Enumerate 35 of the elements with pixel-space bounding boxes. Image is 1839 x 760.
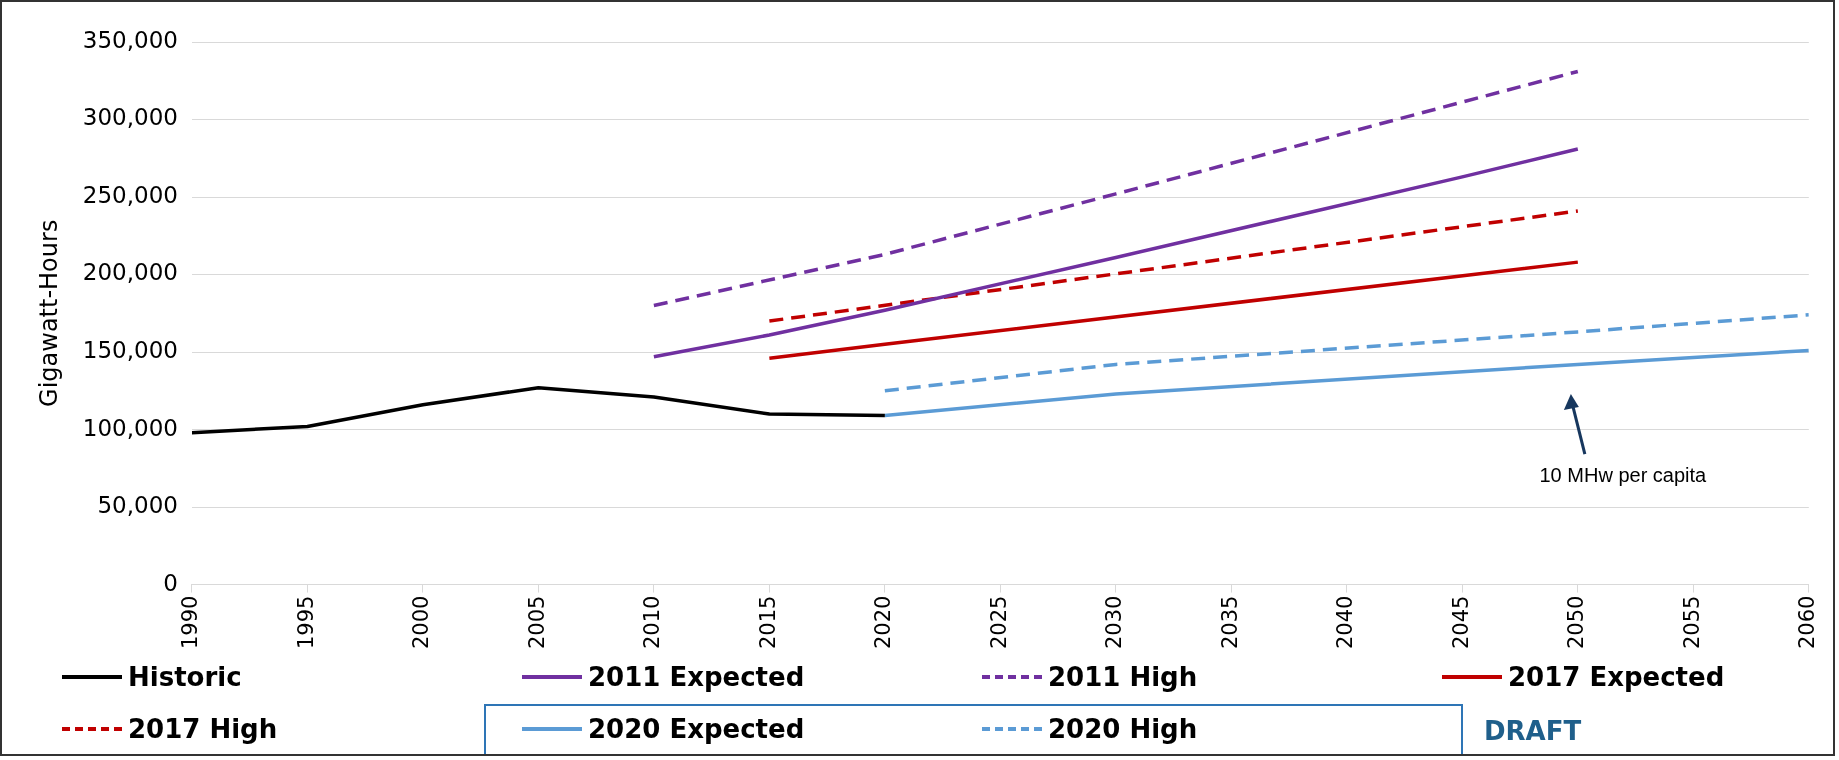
- legend-label: 2020 Expected: [588, 714, 805, 744]
- x-tick-label: 1995: [293, 595, 318, 650]
- x-tick-label: 2005: [524, 595, 549, 650]
- x-tick-label: 2035: [1217, 595, 1242, 650]
- x-tick-label: 2015: [755, 595, 780, 650]
- annotation: 10 MHw per capita: [1539, 463, 1708, 486]
- y-tick-label: 350,000: [82, 26, 178, 53]
- line-series: [652, 69, 1580, 308]
- legend-label: 2011 High: [1048, 662, 1198, 692]
- y-tick-label: 50,000: [97, 492, 178, 519]
- legend-label: 2017 Expected: [1508, 662, 1725, 692]
- y-tick-label: 150,000: [82, 337, 178, 363]
- x-tick-label: 1990: [178, 595, 203, 650]
- y-tick-label: 300,000: [82, 104, 178, 131]
- x-tick-label: 2010: [640, 595, 665, 650]
- x-tick-label: 2025: [986, 595, 1011, 650]
- y-tick-label: 250,000: [82, 181, 178, 208]
- x-tick-label: 2000: [409, 595, 434, 650]
- text: DRAFT: [1484, 716, 1582, 746]
- legend-label: 2011 Expected: [588, 662, 805, 692]
- x-tick-label: 2055: [1679, 595, 1704, 650]
- x-tick-label: 2030: [1102, 595, 1127, 650]
- x-tick-label: 2050: [1564, 595, 1589, 650]
- x-tick-label: 2060: [1795, 595, 1820, 650]
- x-tick-label: 2020: [871, 595, 896, 650]
- x-tick-label: 2045: [1448, 595, 1473, 650]
- y-axis-title: Gigawatt-Hours: [34, 219, 63, 407]
- legend-label: 2020 High: [1048, 714, 1198, 744]
- x-tick-label: 2040: [1333, 595, 1358, 650]
- y-tick-label: 200,000: [82, 259, 178, 286]
- line-series: [883, 313, 1809, 393]
- legend-label: Historic: [128, 662, 242, 692]
- y-tick-label: 100,000: [82, 414, 178, 441]
- y-tick-label: 0: [163, 569, 178, 596]
- legend-label: 2017 High: [128, 714, 278, 744]
